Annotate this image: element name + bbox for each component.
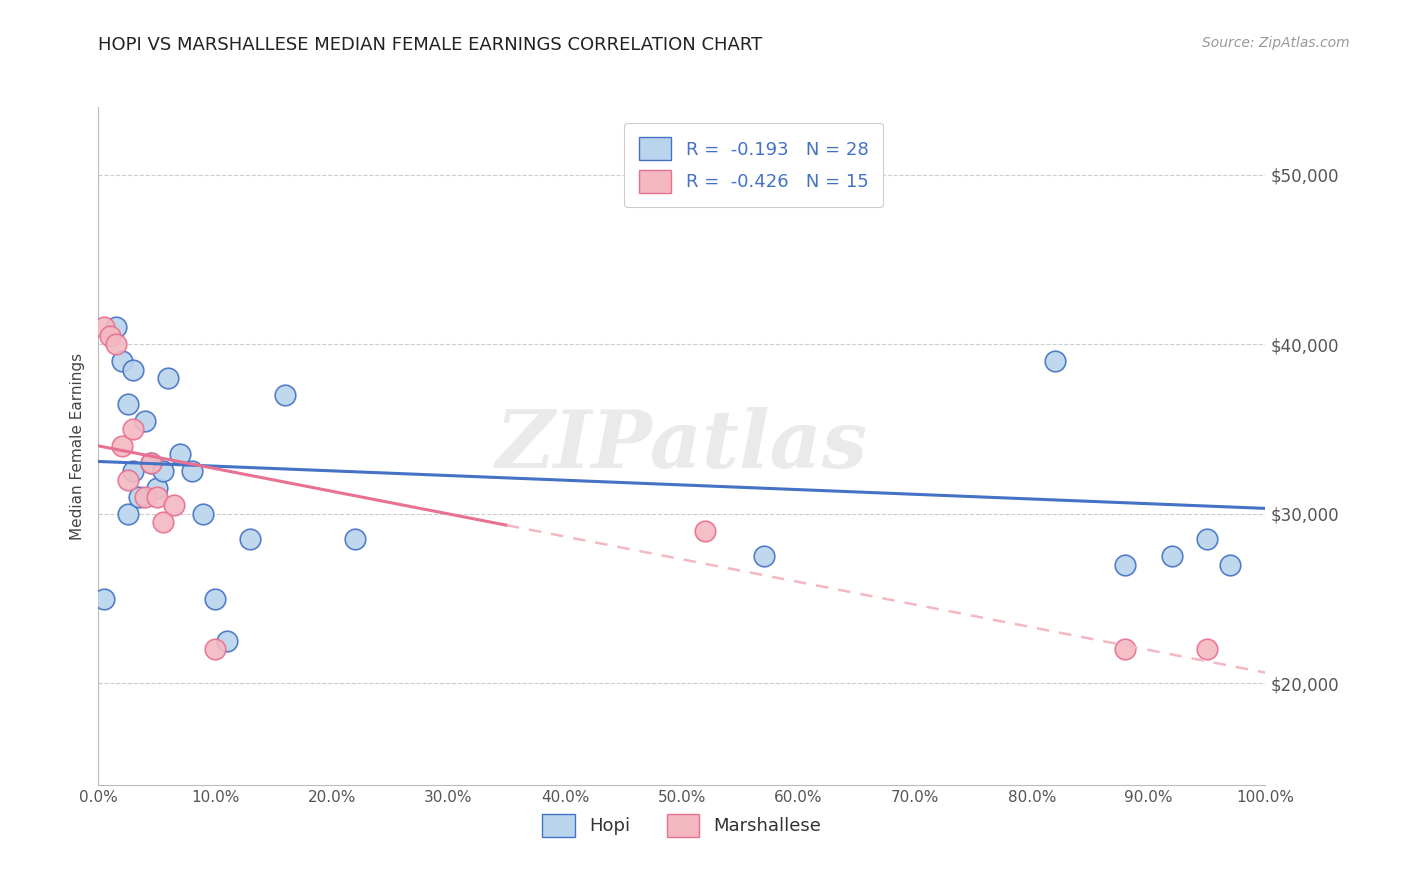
Point xyxy=(215,633,238,648)
Point xyxy=(104,320,127,334)
Point xyxy=(169,448,191,462)
Point xyxy=(152,464,174,478)
Point xyxy=(695,185,717,199)
Point xyxy=(1195,642,1218,657)
Point xyxy=(128,490,150,504)
Point xyxy=(163,499,186,513)
Point xyxy=(204,642,226,657)
Point xyxy=(695,524,717,538)
Point xyxy=(134,414,156,428)
Point xyxy=(1045,354,1067,368)
Point xyxy=(134,490,156,504)
Point xyxy=(117,396,139,410)
Point xyxy=(1114,642,1136,657)
Point xyxy=(1114,558,1136,572)
Point xyxy=(157,371,180,385)
Point xyxy=(122,363,145,377)
Point xyxy=(239,532,262,546)
Y-axis label: Median Female Earnings: Median Female Earnings xyxy=(69,352,84,540)
Point xyxy=(193,507,215,521)
Point xyxy=(146,482,169,496)
Point xyxy=(139,456,162,470)
Point xyxy=(93,320,115,334)
Point xyxy=(146,490,169,504)
Point xyxy=(180,464,202,478)
Point xyxy=(122,464,145,478)
Point xyxy=(152,515,174,529)
Point xyxy=(111,439,134,453)
Point xyxy=(122,422,145,436)
Point xyxy=(98,329,121,343)
Point xyxy=(752,549,775,564)
Point xyxy=(344,532,367,546)
Point xyxy=(117,473,139,487)
Text: Source: ZipAtlas.com: Source: ZipAtlas.com xyxy=(1202,36,1350,50)
Point xyxy=(204,591,226,606)
Point xyxy=(93,591,115,606)
Point xyxy=(1161,549,1184,564)
Legend: Hopi, Marshallese: Hopi, Marshallese xyxy=(536,807,828,844)
Text: ZIPatlas: ZIPatlas xyxy=(496,408,868,484)
Point xyxy=(1195,532,1218,546)
Point xyxy=(274,388,297,402)
Point xyxy=(139,456,162,470)
Point xyxy=(117,507,139,521)
Point xyxy=(104,337,127,351)
Point xyxy=(1219,558,1241,572)
Point xyxy=(111,354,134,368)
Text: HOPI VS MARSHALLESE MEDIAN FEMALE EARNINGS CORRELATION CHART: HOPI VS MARSHALLESE MEDIAN FEMALE EARNIN… xyxy=(98,36,762,54)
